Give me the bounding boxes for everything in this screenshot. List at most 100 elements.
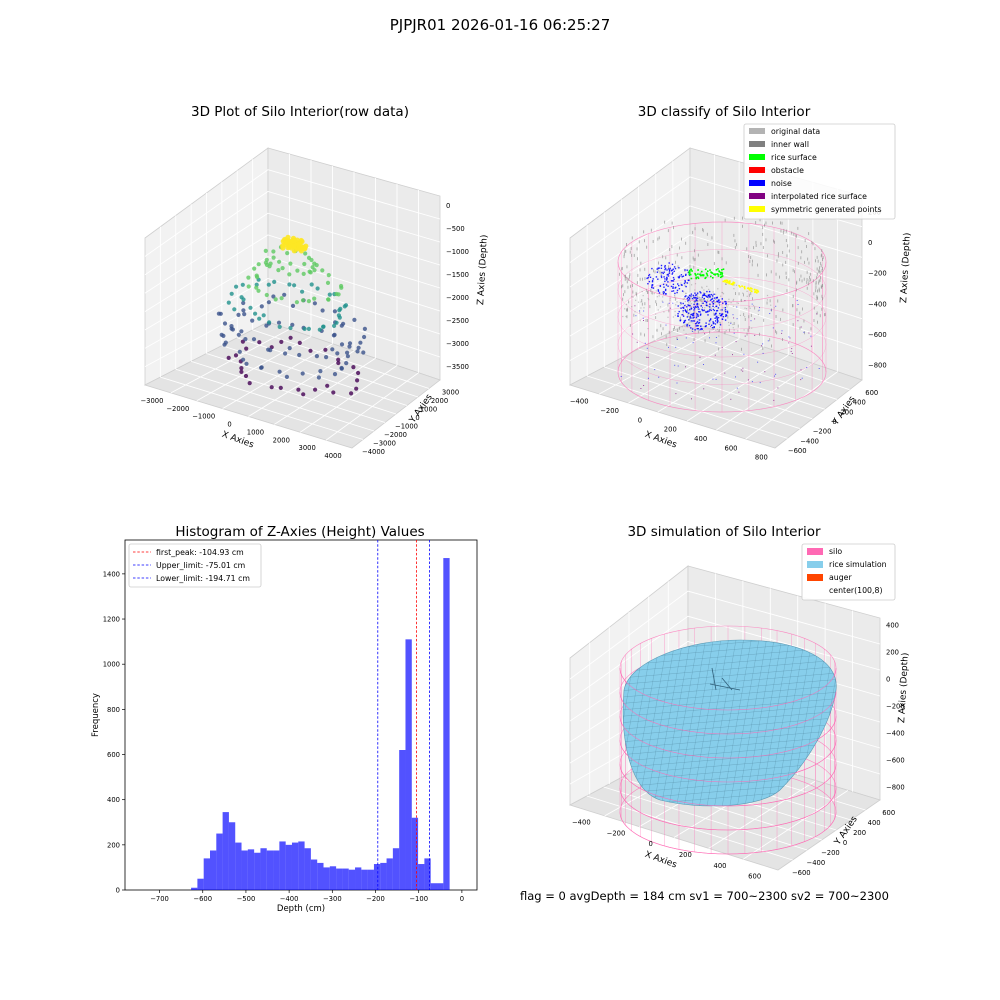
noise-point — [680, 284, 683, 286]
simulation-x-tick: −400 — [572, 818, 591, 826]
inner-wall-point — [643, 230, 645, 234]
original-data-point — [726, 306, 728, 308]
histogram-bar — [273, 850, 280, 890]
histogram-bar — [373, 864, 381, 890]
classify-3d-scatter-chart[interactable]: −400−2000200400600800−600−400−2000200400… — [555, 120, 915, 460]
simulation-y-tick: −600 — [792, 869, 811, 877]
inner-wall-point — [792, 268, 794, 272]
histogram-threshold-lines — [377, 540, 430, 890]
interpolated-point — [742, 367, 744, 369]
original-data-point — [713, 299, 715, 301]
raw-point — [290, 322, 295, 327]
original-data-point — [624, 308, 626, 310]
noise-point — [668, 270, 671, 272]
noise-point — [679, 275, 681, 277]
interpolated-point — [744, 335, 746, 337]
inner-wall-point — [759, 218, 761, 222]
classify-legend: original data inner wall rice surface obsta… — [743, 123, 896, 220]
original-data-point — [721, 291, 723, 294]
noise-point — [724, 300, 726, 303]
raw-point — [219, 332, 224, 337]
symmetric-point — [756, 292, 758, 294]
symmetric-point — [753, 288, 756, 291]
raw-point — [267, 320, 272, 325]
inner-wall-point — [644, 267, 646, 271]
inner-wall-point — [821, 307, 823, 311]
noise-point — [732, 314, 734, 316]
noise-point — [660, 267, 663, 269]
inner-wall-point — [821, 253, 823, 257]
interpolated-point — [788, 342, 790, 344]
inner-wall-point — [644, 277, 646, 281]
interpolated-point — [643, 385, 645, 386]
raw-point — [288, 261, 293, 266]
classify-x-tick: 400 — [694, 435, 707, 443]
status-line: flag = 0 avgDepth = 184 cm sv1 = 700~230… — [520, 889, 889, 903]
histogram-bar — [323, 867, 330, 890]
noise-point — [705, 295, 707, 297]
symmetric-point — [727, 281, 730, 283]
symmetric-point — [732, 282, 735, 285]
inner-wall-point — [808, 279, 810, 283]
noise-point — [676, 382, 678, 384]
raw-point — [336, 313, 341, 318]
noise-point — [699, 291, 701, 293]
inner-wall-point — [810, 278, 811, 282]
noise-point — [719, 301, 721, 303]
inner-wall-point — [676, 337, 678, 340]
raw-point — [312, 301, 317, 306]
rice-surface-point — [694, 273, 697, 276]
noise-point — [656, 268, 658, 270]
legend-swatch — [749, 206, 765, 212]
noise-point — [688, 297, 691, 300]
histogram-bar — [392, 848, 400, 890]
noise-point — [711, 327, 714, 329]
histogram-bars — [191, 558, 450, 890]
inner-wall-point — [744, 318, 746, 321]
interpolated-point — [669, 307, 671, 309]
classify-z-tick: 0 — [868, 239, 872, 247]
noise-point — [683, 322, 685, 324]
grid-line — [221, 345, 408, 406]
raw-point — [241, 308, 246, 313]
noise-point — [806, 367, 808, 369]
auger-line — [721, 677, 733, 691]
original-data-point — [694, 289, 696, 291]
inner-wall-point — [622, 284, 624, 288]
raw-point — [307, 269, 312, 274]
interpolated-point — [744, 300, 746, 302]
original-data-point — [718, 314, 720, 316]
inner-wall-point — [821, 294, 823, 298]
original-data-point — [725, 283, 727, 285]
raw-point — [331, 390, 336, 395]
noise-point — [699, 314, 702, 316]
inner-wall-point — [650, 228, 652, 232]
original-data-point — [699, 298, 701, 301]
inner-wall-point — [644, 239, 645, 243]
histogram-chart[interactable]: −700 −600 −500 −400 −300 −200 −100 0 0 200 400 600 8… — [80, 535, 485, 915]
original-data-point — [744, 307, 746, 309]
raw-3d-scatter-chart[interactable]: −3000−2000−100001000200030004000−4000−30… — [130, 130, 490, 460]
surface-mesh-line — [623, 653, 837, 672]
original-data-point — [693, 311, 696, 313]
noise-point — [698, 319, 701, 321]
raw-point — [226, 300, 231, 305]
raw-y-tick: −2000 — [384, 431, 407, 439]
simulation-plot-title: 3D simulation of Silo Interior — [627, 524, 821, 540]
raw-point — [277, 369, 282, 374]
inner-wall-point — [668, 330, 670, 334]
noise-point — [664, 289, 667, 292]
grid-line — [569, 205, 863, 288]
classify-plot-title: 3D classify of Silo Interior — [637, 104, 811, 120]
noise-point — [701, 309, 703, 311]
raw-point — [347, 344, 352, 349]
inner-wall-point — [652, 335, 654, 339]
original-data-point — [708, 288, 710, 290]
raw-point — [320, 308, 325, 313]
legend-swatch — [807, 574, 823, 581]
raw-point — [250, 318, 255, 323]
original-data-point — [736, 302, 738, 304]
noise-point — [698, 322, 700, 324]
noise-point — [688, 324, 691, 327]
